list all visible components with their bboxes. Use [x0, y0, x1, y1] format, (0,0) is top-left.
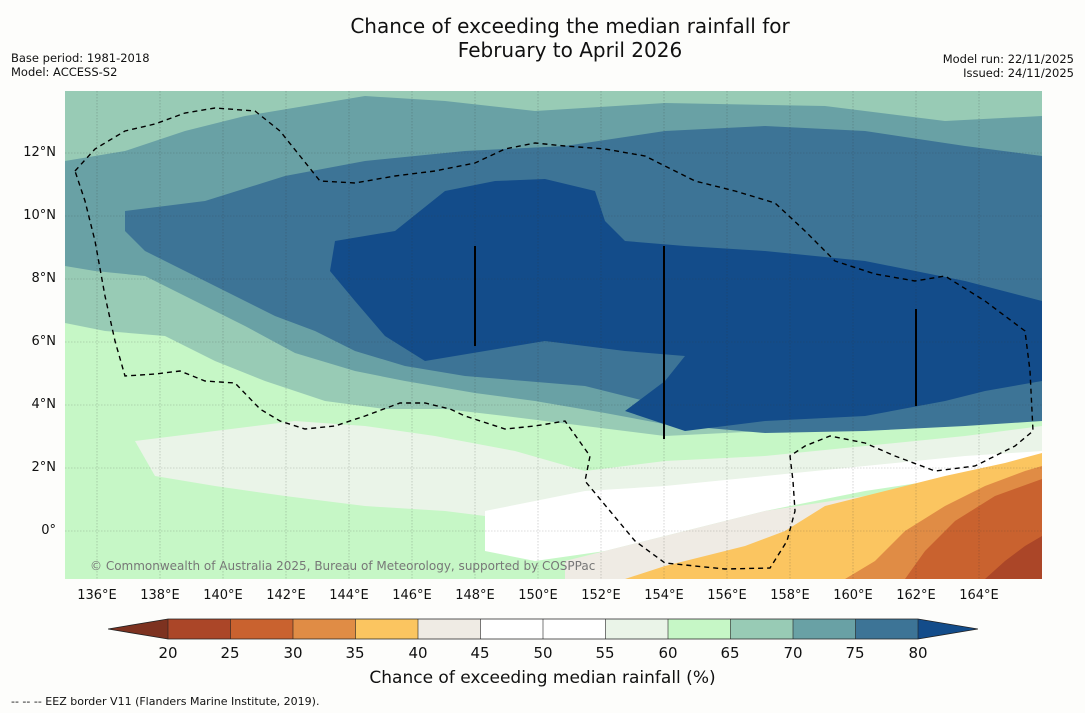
colorbar-tick-20: 20	[158, 644, 178, 662]
lat-label-12n: 12°N	[23, 145, 56, 160]
model-run: Model run: 22/11/2025	[942, 52, 1074, 66]
zone-25-30	[905, 479, 1042, 579]
lat-label-10n: 10°N	[23, 208, 56, 223]
eez-border	[74, 107, 1034, 570]
zone-over-65-overlay	[65, 91, 1042, 161]
colorbar-tick-65: 65	[720, 644, 740, 662]
colorbar-tick-30: 30	[283, 644, 303, 662]
colorbar-title: Chance of exceeding median rainfall (%)	[369, 668, 716, 688]
zone-20-25	[985, 536, 1042, 579]
lon-label-162e: 162°E	[896, 588, 936, 603]
lat-label-8n: 8°N	[31, 271, 57, 286]
lon-label-156e: 156°E	[707, 588, 747, 603]
colorbar-35-40	[355, 619, 418, 639]
colorbar-75-80	[855, 619, 918, 639]
colorbar-70-75	[793, 619, 856, 639]
lon-label-146e: 146°E	[392, 588, 432, 603]
lat-label-4n: 4°N	[31, 397, 57, 412]
colorbar-over-80	[918, 619, 978, 639]
lon-label-142e: 142°E	[266, 588, 306, 603]
colorbar-45-50	[480, 619, 543, 639]
model-info: Base period: 1981-2018 Model: ACCESS-S2	[11, 51, 150, 79]
run-info: Model run: 22/11/2025 Issued: 24/11/2025	[943, 52, 1074, 80]
grid-lines	[65, 91, 1042, 579]
zone-45-55-band	[485, 451, 1042, 561]
lon-label-158e: 158°E	[770, 588, 810, 603]
map-title: Chance of exceeding the median rainfall …	[0, 14, 1085, 62]
lon-label-154e: 154°E	[644, 588, 684, 603]
lat-label-2n: 2°N	[31, 460, 57, 475]
title-line-1: Chance of exceeding the median rainfall …	[350, 14, 790, 38]
colorbar-50-55	[543, 619, 606, 639]
colorbar-tick-60: 60	[658, 644, 678, 662]
rainfall-map	[65, 91, 1042, 579]
colorbar-20-25	[168, 619, 231, 639]
colorbar-tick-25: 25	[220, 644, 240, 662]
issued-date: Issued: 24/11/2025	[963, 66, 1074, 80]
colorbar-dividers	[167, 619, 919, 639]
colorbar-30-35	[293, 619, 356, 639]
zone-over-80	[330, 179, 1042, 431]
colorbar-under-20	[108, 619, 168, 639]
colorbar-tick-75: 75	[845, 644, 865, 662]
island-markers	[474, 246, 917, 439]
colorbar-tick-40: 40	[408, 644, 428, 662]
lat-label-6n: 6°N	[31, 334, 57, 349]
title-line-2: February to April 2026	[457, 38, 683, 62]
colorbar-25-30	[230, 619, 293, 639]
lat-label-0: 0°	[41, 523, 56, 538]
colorbar-tick-35: 35	[345, 644, 365, 662]
colorbar	[108, 618, 978, 640]
colorbar-40-45	[418, 619, 481, 639]
copyright-notice: © Commonwealth of Australia 2025, Bureau…	[90, 559, 596, 573]
colorbar-55-60	[605, 619, 668, 639]
lon-label-144e: 144°E	[329, 588, 369, 603]
colorbar-65-70	[730, 619, 793, 639]
colorbar-tick-70: 70	[783, 644, 803, 662]
colorbar-tick-80: 80	[908, 644, 928, 662]
model-name: Model: ACCESS-S2	[11, 65, 118, 79]
lon-label-150e: 150°E	[518, 588, 558, 603]
colorbar-tick-45: 45	[470, 644, 490, 662]
colorbar-tick-50: 50	[533, 644, 553, 662]
lon-label-152e: 152°E	[581, 588, 621, 603]
lon-label-140e: 140°E	[203, 588, 243, 603]
zone-40-60-band	[135, 421, 1042, 531]
lon-label-136e: 136°E	[77, 588, 117, 603]
colorbar-tick-55: 55	[595, 644, 615, 662]
lon-label-138e: 138°E	[140, 588, 180, 603]
lon-label-160e: 160°E	[833, 588, 873, 603]
base-period: Base period: 1981-2018	[11, 51, 150, 65]
eez-legend-note: -- -- -- EEZ border V11 (Flanders Marine…	[11, 695, 320, 708]
lon-label-148e: 148°E	[455, 588, 495, 603]
lon-label-164e: 164°E	[959, 588, 999, 603]
colorbar-60-65	[668, 619, 731, 639]
